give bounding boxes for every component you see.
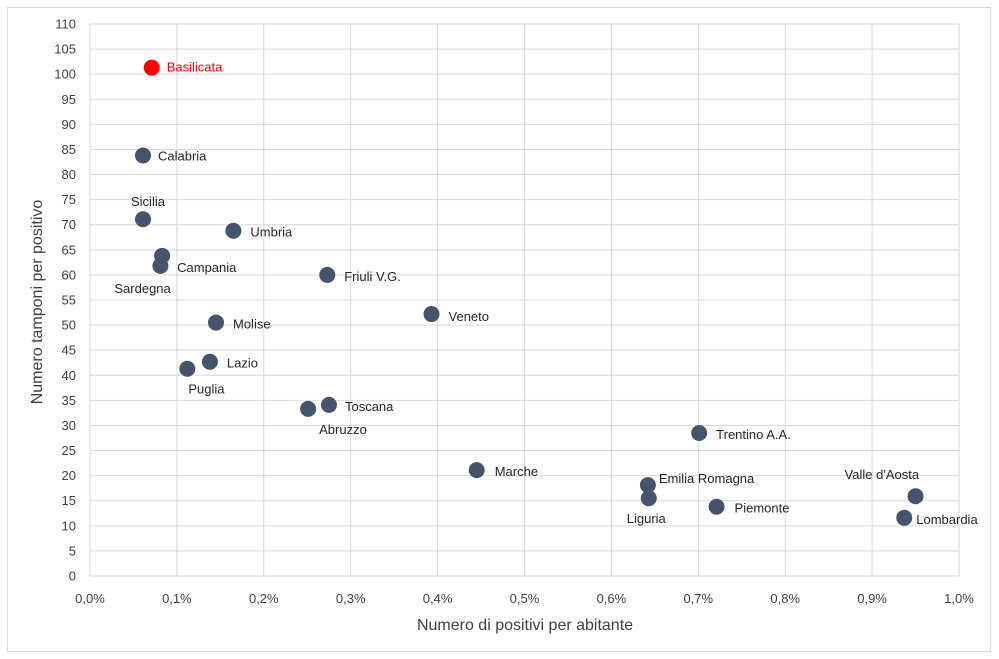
data-label: Sardegna — [114, 281, 171, 296]
y-tick-label: 5 — [69, 543, 76, 558]
data-label: Sicilia — [131, 194, 166, 209]
y-tick-label: 70 — [62, 217, 76, 232]
y-tick-label: 10 — [62, 518, 76, 533]
y-tick-label: 90 — [62, 117, 76, 132]
x-tick-label: 0,5% — [510, 591, 540, 606]
y-tick-label: 35 — [62, 393, 76, 408]
data-label: Friuli V.G. — [344, 269, 401, 284]
data-point — [896, 509, 913, 526]
data-point — [135, 211, 152, 228]
x-tick-label: 0,0% — [75, 591, 105, 606]
x-tick-label: 1,0% — [944, 591, 974, 606]
data-label: Toscana — [345, 399, 394, 414]
data-point — [423, 306, 440, 323]
x-tick-label: 0,1% — [162, 591, 192, 606]
y-tick-label: 110 — [55, 17, 76, 32]
x-tick-label: 0,3% — [336, 591, 366, 606]
x-tick-label: 0,6% — [597, 591, 627, 606]
data-point — [708, 498, 725, 515]
y-tick-label: 95 — [62, 92, 76, 107]
data-label: Valle d'Aosta — [845, 467, 920, 482]
y-tick-label: 105 — [54, 42, 76, 57]
data-point — [300, 400, 317, 417]
x-tick-label: 0,7% — [683, 591, 713, 606]
x-tick-label: 0,4% — [423, 591, 453, 606]
y-tick-label: 65 — [62, 242, 76, 257]
y-tick-label: 30 — [62, 418, 76, 433]
data-point — [179, 360, 196, 377]
y-tick-label: 50 — [62, 318, 76, 333]
data-point — [152, 257, 169, 274]
tick-labels: 0 5 10 15 20 25 30 35 40 45 50 55 60 65 70 75 80 85 90 95 10… — [54, 17, 974, 607]
data-label: Campania — [177, 260, 237, 275]
data-label: Piemonte — [735, 501, 790, 516]
y-axis-title: Numero tamponi per positivo — [29, 200, 46, 405]
data-label: Veneto — [449, 309, 490, 324]
point-labels: Basilicata Calabria Sicilia Umbria Campania S… — [114, 60, 978, 527]
data-label: Marche — [495, 464, 538, 479]
y-tick-label: 60 — [62, 267, 76, 282]
data-point — [135, 147, 152, 164]
data-point — [143, 59, 160, 76]
data-label: Molise — [233, 317, 271, 332]
data-point — [468, 462, 485, 479]
y-tick-label: 85 — [62, 142, 76, 157]
y-tick-label: 45 — [62, 343, 76, 358]
data-point — [640, 490, 657, 507]
data-point — [201, 353, 218, 370]
y-tick-label: 0 — [69, 569, 76, 584]
data-point — [691, 424, 708, 441]
y-tick-label: 75 — [62, 192, 76, 207]
data-label: Lazio — [227, 356, 258, 371]
data-label: Basilicata — [167, 60, 223, 75]
data-label: Emilia Romagna — [659, 471, 755, 486]
y-tick-label: 15 — [62, 493, 76, 508]
data-points — [135, 59, 924, 526]
data-point — [907, 488, 924, 505]
data-label: Calabria — [158, 148, 207, 163]
data-label: Umbria — [250, 225, 293, 240]
data-point — [320, 396, 337, 413]
y-tick-label: 20 — [62, 468, 76, 483]
y-tick-label: 40 — [62, 368, 76, 383]
x-tick-label: 0,8% — [770, 591, 800, 606]
data-point — [225, 222, 242, 239]
x-tick-label: 0,2% — [249, 591, 279, 606]
y-tick-label: 55 — [62, 293, 76, 308]
data-label: Trentino A.A. — [716, 427, 791, 442]
data-label: Liguria — [627, 511, 667, 526]
data-point — [639, 477, 656, 494]
data-point — [319, 266, 336, 283]
chart-frame — [7, 7, 991, 652]
data-label: Abruzzo — [319, 422, 367, 437]
data-label: Puglia — [188, 382, 225, 397]
y-tick-label: 100 — [54, 67, 76, 82]
data-label: Lombardia — [916, 512, 978, 527]
y-tick-label: 25 — [62, 443, 76, 458]
grid-lines — [89, 23, 960, 577]
data-point — [208, 314, 225, 331]
y-tick-label: 80 — [62, 167, 76, 182]
x-axis-title: Numero di positivi per abitante — [417, 617, 633, 634]
x-tick-label: 0,9% — [857, 591, 887, 606]
